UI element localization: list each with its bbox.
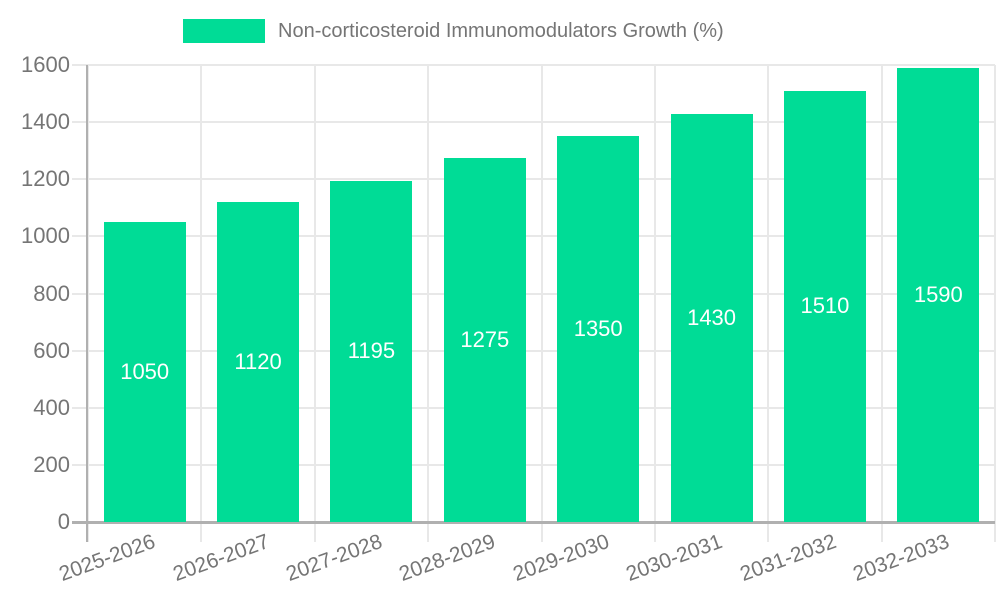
- y-tick-mark: [72, 178, 88, 181]
- y-tick-mark: [72, 64, 88, 66]
- legend-label: Non-corticosteroid Immunomodulators Grow…: [278, 19, 724, 42]
- bar[interactable]: [443, 157, 526, 522]
- y-tick-label: 400: [33, 394, 70, 420]
- y-tick-mark: [72, 406, 88, 409]
- x-gridline: [313, 65, 316, 542]
- legend-swatch: [183, 19, 265, 43]
- bar-value-label: 1195: [347, 338, 396, 364]
- bar-value-label: 1590: [913, 281, 963, 307]
- bar[interactable]: [217, 202, 300, 522]
- bar[interactable]: [783, 90, 866, 522]
- bar-value-label: 1350: [573, 316, 623, 342]
- x-tick-label: 2026-2027: [169, 530, 272, 586]
- bar-value-label: 1050: [120, 359, 170, 385]
- bar[interactable]: [103, 222, 186, 522]
- y-axis-line: [86, 65, 88, 542]
- x-gridline: [994, 65, 996, 542]
- y-tick-mark: [72, 121, 88, 124]
- y-tick-label: 1200: [21, 166, 70, 192]
- bar-value-label: 1275: [460, 326, 510, 352]
- y-tick-label: 1000: [21, 223, 70, 249]
- bar[interactable]: [897, 67, 980, 522]
- bar[interactable]: [330, 180, 413, 522]
- x-tick-label: 2028-2029: [396, 530, 499, 586]
- y-tick-label: 200: [33, 451, 70, 477]
- bar-value-label: 1120: [234, 349, 282, 375]
- y-tick-label: 1600: [21, 52, 70, 77]
- bar[interactable]: [557, 136, 640, 522]
- y-tick-label: 1400: [21, 109, 70, 135]
- y-tick-mark: [72, 235, 88, 238]
- x-tick-label: 2029-2030: [509, 530, 613, 586]
- x-gridline: [87, 65, 89, 542]
- x-gridline: [200, 65, 203, 542]
- x-tick-label: 2025-2026: [56, 530, 159, 586]
- y-tick-label: 800: [33, 280, 70, 306]
- bar-value-label: 1510: [800, 293, 850, 319]
- x-gridline: [427, 65, 430, 542]
- bar-value-label: 1430: [687, 304, 737, 330]
- x-axis-line: [72, 521, 995, 524]
- x-tick-label: 2030-2031: [623, 530, 726, 586]
- x-gridline: [880, 65, 883, 542]
- x-gridline: [653, 65, 656, 542]
- x-gridline: [767, 65, 770, 542]
- y-tick-mark: [72, 292, 88, 295]
- y-tick-label: 600: [33, 337, 70, 363]
- y-tick-mark: [72, 463, 88, 466]
- y-tick-mark: [72, 349, 88, 352]
- x-tick-label: 2032-2033: [849, 530, 953, 586]
- legend-item[interactable]: Non-corticosteroid Immunomodulators Grow…: [183, 19, 724, 43]
- x-tick-label: 2027-2028: [283, 530, 386, 586]
- bar[interactable]: [670, 113, 753, 522]
- y-tick-label: 0: [57, 509, 70, 534]
- x-tick-label: 2031-2032: [736, 530, 839, 586]
- x-gridline: [540, 65, 543, 542]
